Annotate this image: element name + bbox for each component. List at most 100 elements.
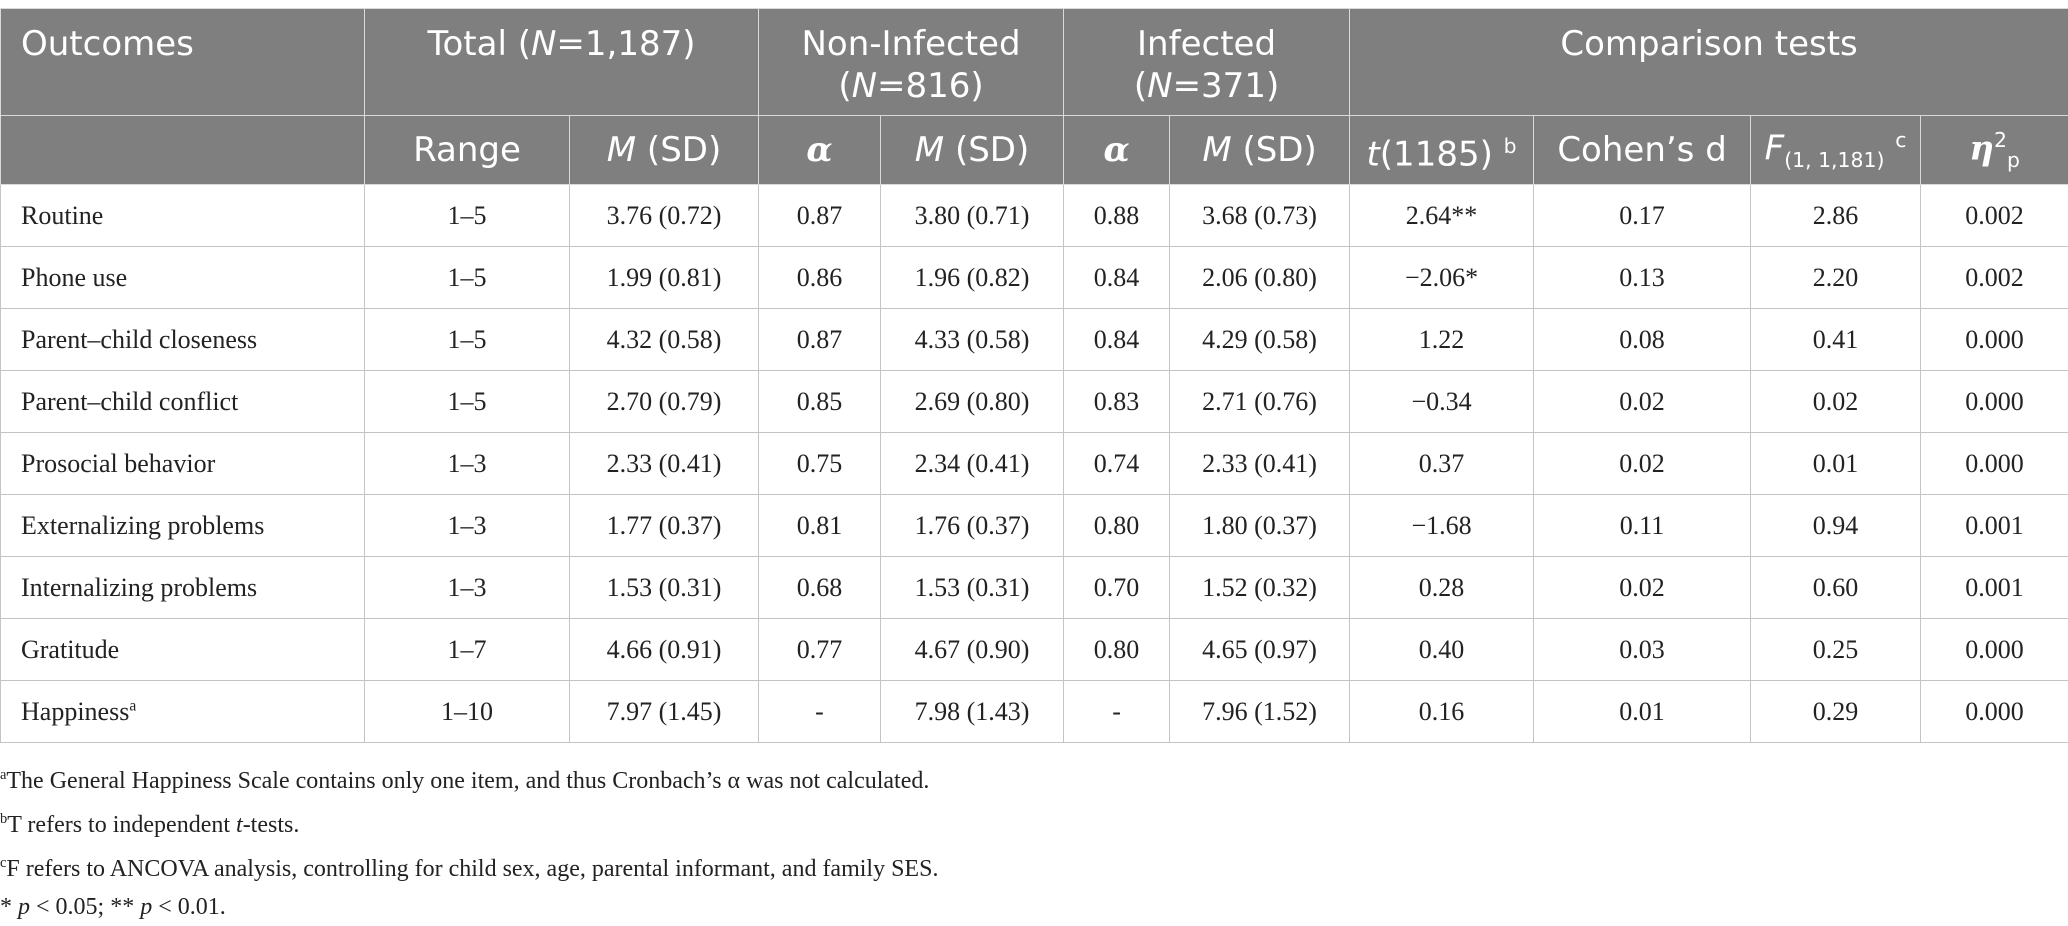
cell-in-msd: 3.68 (0.73) bbox=[1170, 185, 1350, 247]
cell-in-alpha: 0.84 bbox=[1064, 309, 1170, 371]
cell-range: 1–7 bbox=[365, 619, 570, 681]
cell-cohens-d: 0.01 bbox=[1534, 681, 1751, 743]
cell-t: 0.16 bbox=[1350, 681, 1534, 743]
cell-in-msd: 2.71 (0.76) bbox=[1170, 371, 1350, 433]
cell-in-alpha: 0.74 bbox=[1064, 433, 1170, 495]
cell-outcome: Phone use bbox=[1, 247, 365, 309]
cell-ni-msd: 4.33 (0.58) bbox=[881, 309, 1064, 371]
cell-in-alpha: 0.80 bbox=[1064, 495, 1170, 557]
header-outcomes: Outcomes bbox=[1, 9, 365, 116]
cell-eta: 0.001 bbox=[1921, 557, 2068, 619]
cell-range: 1–3 bbox=[365, 495, 570, 557]
cell-cohens-d: 0.08 bbox=[1534, 309, 1751, 371]
cell-ni-alpha: 0.77 bbox=[759, 619, 881, 681]
footnote-b: bT refers to independent t-tests. bbox=[0, 800, 938, 844]
cell-t: 0.40 bbox=[1350, 619, 1534, 681]
header-non-infected: Non-Infected(N=816) bbox=[759, 9, 1064, 116]
cell-eta: 0.001 bbox=[1921, 495, 2068, 557]
cell-ni-alpha: 0.81 bbox=[759, 495, 881, 557]
cell-outcome: Externalizing problems bbox=[1, 495, 365, 557]
cell-ni-msd: 1.96 (0.82) bbox=[881, 247, 1064, 309]
cell-in-msd: 7.96 (1.52) bbox=[1170, 681, 1350, 743]
header-f-test: F(1, 1,181) c bbox=[1751, 116, 1921, 185]
cell-ni-msd: 3.80 (0.71) bbox=[881, 185, 1064, 247]
cell-f: 2.86 bbox=[1751, 185, 1921, 247]
header-cohens-d: Cohen’s d bbox=[1534, 116, 1751, 185]
header-range: Range bbox=[365, 116, 570, 185]
cell-in-alpha: 0.88 bbox=[1064, 185, 1170, 247]
cell-range: 1–3 bbox=[365, 557, 570, 619]
cell-ni-alpha: 0.85 bbox=[759, 371, 881, 433]
table-header: Outcomes Total (N=1,187) Non-Infected(N=… bbox=[1, 9, 2068, 185]
cell-cohens-d: 0.17 bbox=[1534, 185, 1751, 247]
cell-t: 1.22 bbox=[1350, 309, 1534, 371]
cell-total-msd: 1.77 (0.37) bbox=[570, 495, 759, 557]
cell-eta: 0.000 bbox=[1921, 619, 2068, 681]
cell-in-alpha: 0.70 bbox=[1064, 557, 1170, 619]
cell-f: 0.60 bbox=[1751, 557, 1921, 619]
cell-f: 0.02 bbox=[1751, 371, 1921, 433]
cell-outcome: Gratitude bbox=[1, 619, 365, 681]
cell-ni-msd: 1.76 (0.37) bbox=[881, 495, 1064, 557]
header-total-msd: M (SD) bbox=[570, 116, 759, 185]
cell-in-alpha: 0.83 bbox=[1064, 371, 1170, 433]
cell-cohens-d: 0.13 bbox=[1534, 247, 1751, 309]
cell-outcome: Internalizing problems bbox=[1, 557, 365, 619]
cell-in-alpha: - bbox=[1064, 681, 1170, 743]
cell-in-msd: 1.80 (0.37) bbox=[1170, 495, 1350, 557]
cell-outcome: Parent–child closeness bbox=[1, 309, 365, 371]
cell-outcome: Happinessa bbox=[1, 681, 365, 743]
cell-f: 0.25 bbox=[1751, 619, 1921, 681]
cell-outcome: Routine bbox=[1, 185, 365, 247]
cell-ni-alpha: 0.87 bbox=[759, 185, 881, 247]
header-t-test: t(1185) b bbox=[1350, 116, 1534, 185]
cell-ni-alpha: 0.87 bbox=[759, 309, 881, 371]
header-ni-alpha: α bbox=[759, 116, 881, 185]
cell-in-alpha: 0.80 bbox=[1064, 619, 1170, 681]
cell-in-msd: 4.65 (0.97) bbox=[1170, 619, 1350, 681]
header-blank bbox=[1, 116, 365, 185]
table-footnotes: aThe General Happiness Scale contains on… bbox=[0, 756, 938, 926]
cell-range: 1–3 bbox=[365, 433, 570, 495]
cell-total-msd: 7.97 (1.45) bbox=[570, 681, 759, 743]
header-comparison-tests: Comparison tests bbox=[1350, 9, 2068, 116]
cell-total-msd: 4.32 (0.58) bbox=[570, 309, 759, 371]
footnote-a: aThe General Happiness Scale contains on… bbox=[0, 756, 938, 800]
header-in-msd: M (SD) bbox=[1170, 116, 1350, 185]
cell-eta: 0.000 bbox=[1921, 309, 2068, 371]
cell-f: 0.94 bbox=[1751, 495, 1921, 557]
cell-cohens-d: 0.03 bbox=[1534, 619, 1751, 681]
header-in-alpha: α bbox=[1064, 116, 1170, 185]
cell-ni-alpha: 0.68 bbox=[759, 557, 881, 619]
cell-total-msd: 3.76 (0.72) bbox=[570, 185, 759, 247]
cell-ni-msd: 4.67 (0.90) bbox=[881, 619, 1064, 681]
cell-range: 1–5 bbox=[365, 309, 570, 371]
cell-t: 0.37 bbox=[1350, 433, 1534, 495]
cell-total-msd: 2.33 (0.41) bbox=[570, 433, 759, 495]
footnote-significance: * p < 0.05; ** p < 0.01. bbox=[0, 888, 938, 926]
cell-outcome: Parent–child conflict bbox=[1, 371, 365, 433]
cell-cohens-d: 0.02 bbox=[1534, 557, 1751, 619]
cell-ni-alpha: 0.75 bbox=[759, 433, 881, 495]
cell-ni-msd: 7.98 (1.43) bbox=[881, 681, 1064, 743]
cell-total-msd: 2.70 (0.79) bbox=[570, 371, 759, 433]
cell-f: 0.41 bbox=[1751, 309, 1921, 371]
cell-outcome: Prosocial behavior bbox=[1, 433, 365, 495]
cell-ni-msd: 2.34 (0.41) bbox=[881, 433, 1064, 495]
cell-f: 2.20 bbox=[1751, 247, 1921, 309]
cell-total-msd: 1.99 (0.81) bbox=[570, 247, 759, 309]
cell-ni-msd: 2.69 (0.80) bbox=[881, 371, 1064, 433]
header-total: Total (N=1,187) bbox=[365, 9, 759, 116]
cell-cohens-d: 0.02 bbox=[1534, 433, 1751, 495]
cell-in-msd: 2.06 (0.80) bbox=[1170, 247, 1350, 309]
cell-eta: 0.002 bbox=[1921, 185, 2068, 247]
